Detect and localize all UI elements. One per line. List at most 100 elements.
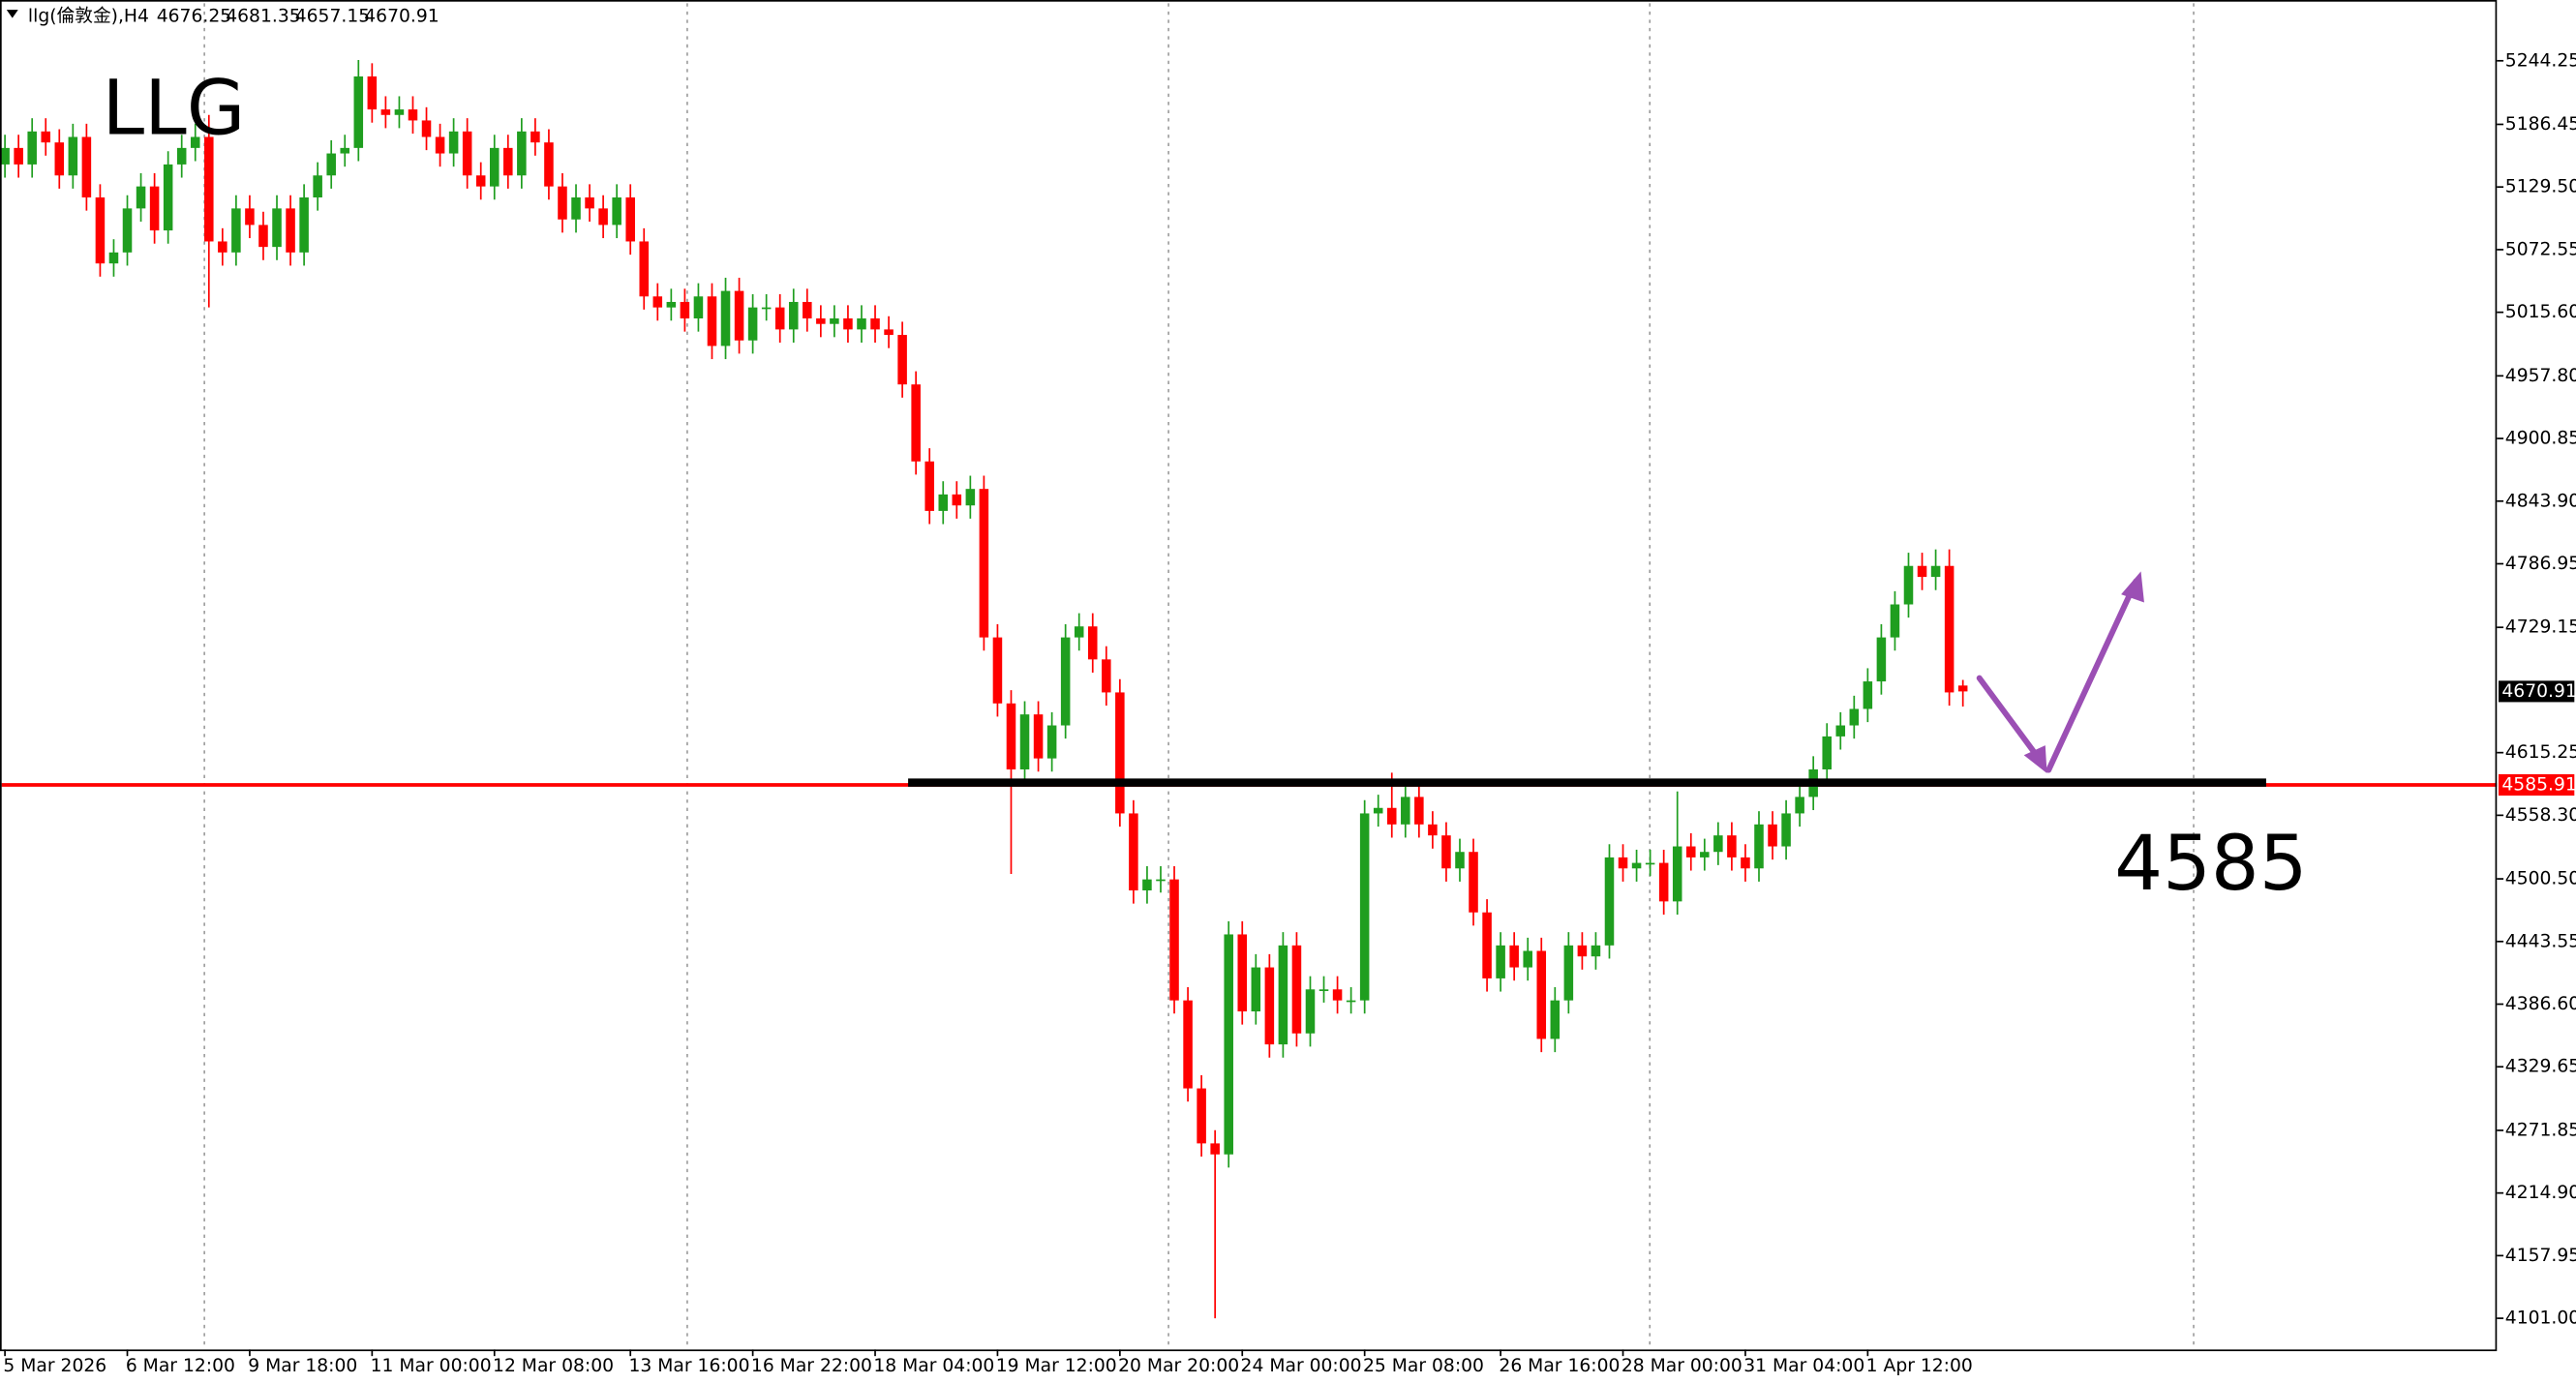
candle-body <box>1019 714 1030 769</box>
candle-body <box>1577 945 1588 957</box>
candle-body <box>1727 835 1737 857</box>
candle-body <box>1264 967 1275 1045</box>
candle-body <box>1795 797 1804 814</box>
plot-frame <box>0 0 2498 1352</box>
candle-body <box>693 296 704 319</box>
candle-body <box>1469 852 1478 913</box>
candle-body <box>81 136 92 198</box>
candle-body <box>218 241 227 253</box>
candle-body <box>1087 626 1098 660</box>
y-tick-label: 4786.95 <box>2505 554 2576 574</box>
x-tick-label: 24 Mar 00:00 <box>1241 1356 1362 1376</box>
symbol-header: llg(倫敦金),H4 <box>28 6 149 26</box>
candle-body <box>652 296 663 308</box>
y-tick-label: 4843.90 <box>2505 491 2576 511</box>
candle-body <box>598 208 608 226</box>
candle-body <box>1957 685 1968 692</box>
x-tick-label: 26 Mar 16:00 <box>1499 1356 1620 1376</box>
candle-body <box>843 318 853 330</box>
candle-body <box>1645 862 1655 865</box>
y-tick-label: 4729.15 <box>2505 617 2576 638</box>
candle-body <box>462 131 472 176</box>
candle-body <box>68 136 78 176</box>
candle-body <box>313 175 322 198</box>
header-close: 4670.91 <box>364 6 439 26</box>
candle-body <box>503 147 513 176</box>
candle-body <box>1115 692 1125 814</box>
candle-body <box>1428 824 1438 836</box>
candle-body <box>720 290 731 346</box>
candle-body <box>1876 637 1887 682</box>
candle-body <box>1006 703 1016 769</box>
x-tick-label: 11 Mar 00:00 <box>371 1356 492 1376</box>
last-price-box <box>2498 680 2575 703</box>
candle-body <box>176 147 187 165</box>
candle-body <box>163 164 173 231</box>
candle-body <box>1496 945 1505 978</box>
candle-body <box>666 301 677 308</box>
candle-body <box>870 318 880 330</box>
candle-body <box>1700 852 1710 857</box>
candle-body <box>27 131 37 165</box>
candle-body <box>1224 934 1233 1155</box>
x-tick-label: 18 Mar 04:00 <box>873 1356 994 1376</box>
candle-body <box>1672 846 1682 902</box>
y-tick-label: 4615.25 <box>2505 742 2576 763</box>
candle-body <box>1183 1000 1193 1089</box>
candle-body <box>272 208 282 248</box>
x-tick-label: 28 Mar 00:00 <box>1621 1356 1743 1376</box>
x-tick-label: 16 Mar 22:00 <box>751 1356 872 1376</box>
chart-title: LLG <box>103 65 246 153</box>
menu-triangle <box>6 10 18 18</box>
arrow-up <box>2046 578 2139 773</box>
candle-body <box>1917 565 1927 578</box>
candle-body <box>1373 807 1383 814</box>
level-price-box <box>2498 773 2575 797</box>
candle-body <box>380 109 391 115</box>
candle-body <box>408 109 418 121</box>
candle-body <box>299 197 309 253</box>
candle-body <box>911 384 921 462</box>
x-tick-label: 25 Mar 08:00 <box>1363 1356 1484 1376</box>
candle-body <box>1849 708 1860 726</box>
candle-body <box>612 197 621 226</box>
candle-body <box>1129 813 1138 891</box>
candle-body <box>585 197 594 209</box>
candle-body <box>475 175 486 187</box>
candle-body <box>680 301 690 319</box>
candle-body <box>1482 912 1492 978</box>
candle-body <box>558 186 567 220</box>
candle-body <box>1591 945 1601 957</box>
candle-body <box>544 142 554 187</box>
candle-body <box>803 301 812 319</box>
candle-body <box>625 197 635 242</box>
candle-body <box>1536 950 1547 1039</box>
x-tick-label: 6 Mar 12:00 <box>126 1356 235 1376</box>
candle-body <box>1102 659 1111 693</box>
candle-body <box>421 120 432 137</box>
candle-body <box>353 75 364 148</box>
candle-body <box>1197 1088 1206 1144</box>
candle-body <box>1944 565 1955 693</box>
candle-body <box>1685 846 1696 857</box>
candle-body <box>149 186 160 231</box>
candle-body <box>979 489 989 638</box>
x-tick-label: 5 Mar 2026 <box>3 1356 106 1376</box>
y-tick-label: 4329.65 <box>2505 1057 2576 1077</box>
candle-body <box>1441 835 1451 869</box>
candle-body <box>1278 945 1288 1045</box>
candle-body <box>1768 824 1777 847</box>
candle-body <box>1033 714 1044 759</box>
candle-body <box>204 136 214 242</box>
header-low: 4657.15 <box>295 6 370 26</box>
candle-body <box>884 329 894 336</box>
candle-body <box>1060 637 1071 726</box>
candle-body <box>924 461 934 511</box>
candle-body <box>1890 604 1900 638</box>
candle-body <box>1074 626 1084 638</box>
y-tick-label: 5015.60 <box>2505 302 2576 322</box>
candle-body <box>1346 1000 1356 1003</box>
y-tick-label: 4386.60 <box>2505 994 2576 1014</box>
x-tick-label: 31 Mar 04:00 <box>1743 1356 1864 1376</box>
candle-body <box>788 301 799 330</box>
